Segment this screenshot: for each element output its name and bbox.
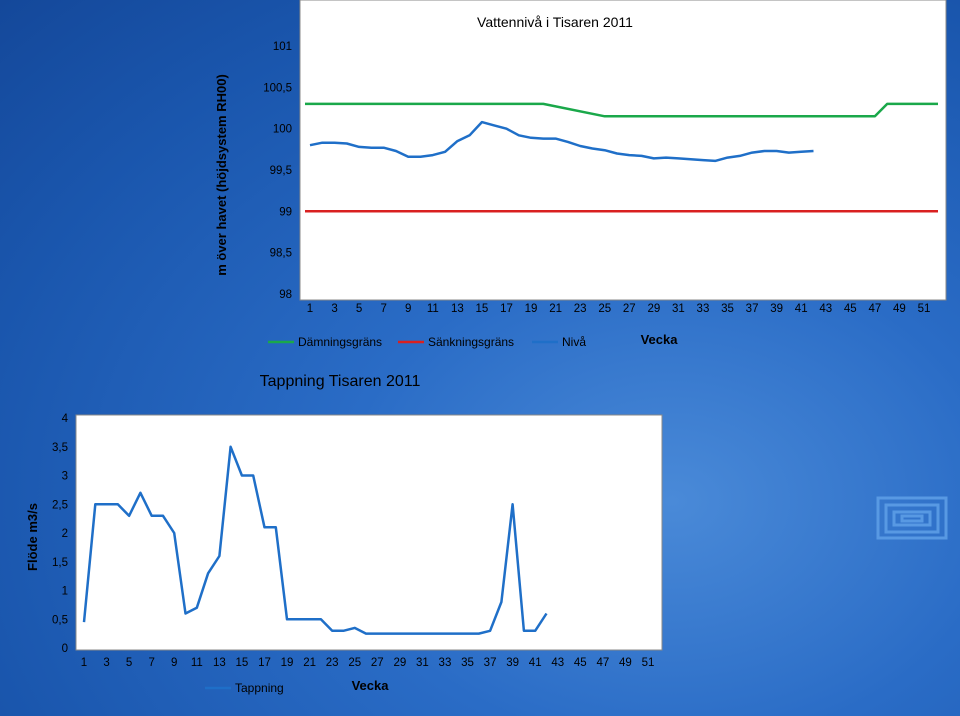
chart-1-ytick-label: 100,5: [263, 82, 292, 94]
chart-2-xtick-label: 29: [393, 657, 406, 669]
chart-2-xtick-label: 41: [529, 657, 542, 669]
chart-2-xtick-label: 23: [326, 657, 339, 669]
chart-1-xtick-label: 9: [405, 303, 411, 315]
chart-1-xtick-label: 39: [770, 303, 783, 315]
legend-label: Sänkningsgräns: [428, 335, 514, 349]
chart-1-ytick-label: 99,5: [270, 165, 292, 177]
chart-1-xtick-label: 7: [380, 303, 386, 315]
chart-2-xtick-label: 15: [236, 657, 249, 669]
chart-1-series-line-nivå: [309, 120, 814, 163]
chart-1-title: Vattennivå i Tisaren 2011: [477, 14, 633, 30]
chart-1-xtick-label: 21: [549, 303, 562, 315]
chart-2-ytick-label: 4: [62, 413, 69, 425]
chart-2-ytick-label: 2,5: [52, 499, 68, 511]
chart-2-ytick-label: 3,5: [52, 442, 68, 454]
chart-1-xtick-label: 5: [356, 303, 362, 315]
chart-1-xtick-label: 51: [918, 303, 931, 315]
chart-1-ylabel: m över havet (höjdsystem RH00): [214, 74, 229, 276]
chart-1-xtick-label: 23: [574, 303, 587, 315]
chart-2-ytick-label: 0,5: [52, 614, 68, 626]
chart-1-xtick-label: 47: [868, 303, 881, 315]
chart-2-xtick-label: 1: [81, 657, 87, 669]
chart-2-xtick-label: 3: [103, 657, 109, 669]
chart-1-xtick-label: 25: [598, 303, 611, 315]
chart-1-xtick-label: 43: [819, 303, 832, 315]
chart-2-ytick-label: 1,5: [52, 557, 68, 569]
chart-2-xtick-label: 35: [461, 657, 474, 669]
chart-2-xtick-label: 47: [596, 657, 609, 669]
chart-2-xtick-label: 13: [213, 657, 226, 669]
chart-2-xtick-label: 51: [642, 657, 655, 669]
chart-1-ytick-label: 98,5: [270, 248, 292, 260]
chart-2-xtick-label: 25: [348, 657, 361, 669]
chart-1-xtick-label: 35: [721, 303, 734, 315]
chart-2-xtick-label: 27: [371, 657, 384, 669]
chart-1-xtick-label: 49: [893, 303, 906, 315]
chart-1-xtick-label: 41: [795, 303, 808, 315]
chart-1-xtick-label: 27: [623, 303, 636, 315]
chart-2-ylabel: Flöde m3/s: [25, 503, 40, 571]
chart-1-xtick-label: 37: [746, 303, 759, 315]
chart-1: Vattennivå i Tisaren 2011 m över havet (…: [214, 0, 947, 349]
legend-label: Nivå: [562, 335, 586, 349]
chart-1-xtick-label: 31: [672, 303, 685, 315]
chart-1-ytick-label: 98: [279, 289, 292, 301]
chart-2-xtick-label: 7: [148, 657, 154, 669]
chart-2-xtick-label: 45: [574, 657, 587, 669]
chart-1-xtick-label: 19: [525, 303, 538, 315]
chart-2-xtick-label: 19: [281, 657, 294, 669]
chart-2-xtick-label: 39: [506, 657, 519, 669]
chart-1-xtick-label: 11: [427, 303, 439, 315]
chart-1-xtick-label: 3: [331, 303, 337, 315]
chart-2-xtick-label: 9: [171, 657, 177, 669]
chart-2-ytick-label: 2: [62, 528, 68, 540]
chart-2-xlabel: Vecka: [352, 678, 390, 693]
chart-2: Tappning Tisaren 2011 Flöde m3/s Vecka 0…: [25, 373, 663, 695]
chart-2-ytick-label: 0: [62, 643, 68, 655]
chart-2-xtick-label: 33: [439, 657, 452, 669]
chart-1-ytick-label: 101: [273, 41, 292, 53]
chart-1-ytick-label: 99: [279, 206, 292, 218]
chart-2-xtick-label: 31: [416, 657, 429, 669]
chart-2-xtick-label: 37: [484, 657, 497, 669]
chart-1-xtick-label: 29: [647, 303, 660, 315]
chart-2-xtick-label: 21: [303, 657, 316, 669]
chart-1-xtick-label: 17: [500, 303, 513, 315]
decorative-logo-icon: [876, 496, 948, 540]
chart-1-xtick-label: 45: [844, 303, 857, 315]
chart-2-xtick-label: 43: [551, 657, 564, 669]
legend-label: Tappning: [235, 681, 284, 695]
chart-2-xtick-label: 17: [258, 657, 271, 669]
legend-label: Dämningsgräns: [298, 335, 382, 349]
chart-2-background: [75, 414, 663, 651]
chart-1-xtick-label: 33: [697, 303, 710, 315]
chart-1-series-line-dämningsgräns: [305, 102, 938, 118]
chart-1-ytick-label: 100: [273, 124, 292, 136]
chart-1-xlabel: Vecka: [641, 332, 679, 347]
chart-1-xtick-label: 1: [307, 303, 313, 315]
chart-2-title: Tappning Tisaren 2011: [260, 373, 421, 390]
chart-2-ytick-label: 1: [62, 586, 68, 598]
chart-2-xtick-label: 49: [619, 657, 632, 669]
chart-1-xtick-label: 15: [476, 303, 489, 315]
chart-1-xtick-label: 13: [451, 303, 464, 315]
chart-2-xtick-label: 11: [191, 657, 203, 669]
chart-2-series-line-tappning: [82, 445, 548, 635]
chart-2-ytick-label: 3: [62, 471, 68, 483]
chart-1-background: [299, 0, 947, 301]
chart-2-xtick-label: 5: [126, 657, 132, 669]
